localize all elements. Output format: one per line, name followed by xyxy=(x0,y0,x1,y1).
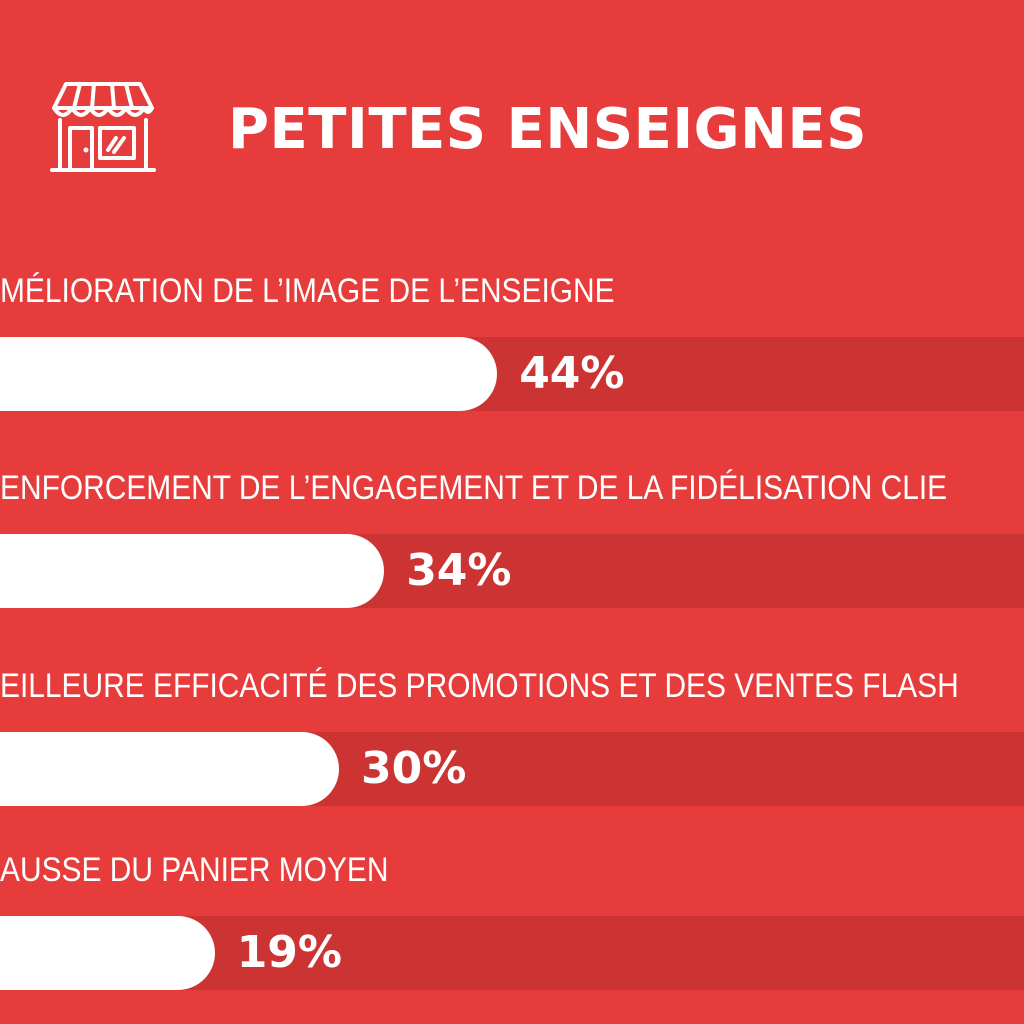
value-label: 44% xyxy=(519,348,625,399)
bar xyxy=(0,732,339,806)
category-label: AUSSE DU PANIER MOYEN xyxy=(0,851,389,889)
bar xyxy=(0,337,498,411)
chart-title: PETITES ENSEIGNES xyxy=(228,97,868,162)
value-label: 19% xyxy=(236,927,343,978)
bar-track: 19% xyxy=(0,916,1024,990)
bar-track: 30% xyxy=(0,732,1024,806)
category-label: MÉLIORATION DE L’IMAGE DE L’ENSEIGNE xyxy=(0,272,615,310)
storefront-icon xyxy=(50,82,156,172)
bar xyxy=(0,534,385,608)
bar-track: 44% xyxy=(0,337,1024,411)
category-label: EILLEURE EFFICACITÉ DES PROMOTIONS ET DE… xyxy=(0,667,959,705)
value-label: 34% xyxy=(406,545,512,596)
category-label: ENFORCEMENT DE L’ENGAGEMENT ET DE LA FID… xyxy=(0,469,948,507)
bar xyxy=(0,916,215,990)
bar-track: 34% xyxy=(0,534,1024,608)
value-label: 30% xyxy=(361,743,467,794)
